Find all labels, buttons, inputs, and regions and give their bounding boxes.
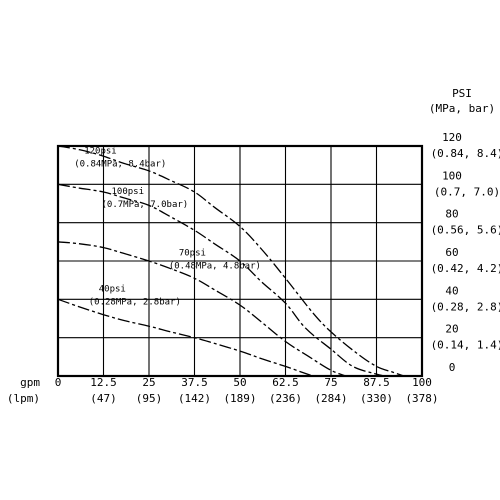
series-annotation-units: (0.7MPa, 7.0bar)	[102, 200, 189, 210]
x-tick-label: 75	[324, 376, 337, 389]
x-tick-label: 25	[142, 376, 155, 389]
y-tick-label: 60	[445, 246, 458, 259]
curve-annotations: 120psi (0.84MPa, 8.4bar) 100psi (0.7MPa, 7.…	[74, 147, 261, 308]
x-tick-labels: 0 12.5 (47) 25 (95) 37.5 (142) 50 (189) 62.5 (236)…	[55, 376, 439, 405]
x-tick-label: 37.5	[181, 376, 208, 389]
y-tick-sublabel: (0.56, 5.6)	[431, 224, 500, 237]
x-tick-sublabel: (236)	[269, 392, 302, 405]
y-axis-title: PSI	[452, 87, 472, 100]
x-tick-sublabel: (189)	[223, 392, 256, 405]
x-tick-sublabel: (95)	[136, 392, 163, 405]
series-annotation-pressure: 40psi	[99, 285, 126, 295]
x-tick-label: 50	[233, 376, 246, 389]
x-tick-sublabel: (284)	[314, 392, 347, 405]
plot-frame	[56, 144, 424, 378]
curves	[57, 145, 405, 377]
x-tick-sublabel: (142)	[178, 392, 211, 405]
series-annotation-pressure: 100psi	[112, 187, 145, 197]
x-tick-label: 87.5	[363, 376, 390, 389]
series-annotation-units: (0.84MPa, 8.4bar)	[74, 160, 166, 170]
y-tick-label: 40	[445, 284, 458, 297]
x-tick-label: 0	[55, 376, 62, 389]
series-line-1	[57, 145, 405, 377]
grid	[58, 146, 422, 376]
series-line-3	[57, 241, 346, 377]
y-tick-label: 0	[449, 361, 456, 374]
y-tick-sublabel: (0.7, 7.0)	[434, 185, 500, 198]
x-tick-label: 100	[412, 376, 432, 389]
series-annotation-pressure: 120psi	[84, 147, 117, 157]
series-line-2	[57, 183, 386, 377]
x-axis-title-units: (lpm)	[7, 392, 40, 405]
y-tick-sublabel: (0.42, 4.2)	[431, 262, 500, 275]
y-tick-sublabel: (0.28, 2.8)	[431, 300, 500, 313]
y-tick-labels: 0 20 (0.14, 1.4) 40 (0.28, 2.8) 60 (0.42, 4.2)…	[431, 131, 500, 374]
y-tick-sublabel: (0.14, 1.4)	[431, 339, 500, 352]
x-tick-sublabel: (378)	[405, 392, 438, 405]
y-tick-label: 120	[442, 131, 462, 144]
series-annotation-pressure: 70psi	[179, 248, 206, 258]
x-axis-title: gpm	[20, 376, 40, 389]
series-annotation-units: (0.48MPa, 4.8bar)	[169, 261, 261, 271]
x-tick-sublabel: (330)	[360, 392, 393, 405]
y-axis-title-units: (MPa, bar)	[429, 102, 495, 115]
x-tick-label: 62.5	[272, 376, 299, 389]
y-tick-label: 20	[445, 323, 458, 336]
x-tick-sublabel: (47)	[90, 392, 117, 405]
y-tick-label: 100	[442, 169, 462, 182]
series-annotation-units: (0.28MPa, 2.8bar)	[89, 298, 181, 308]
x-tick-label: 12.5	[90, 376, 117, 389]
y-tick-sublabel: (0.84, 8.4)	[431, 147, 500, 160]
y-tick-label: 80	[445, 208, 458, 221]
series-line-4	[57, 298, 314, 377]
